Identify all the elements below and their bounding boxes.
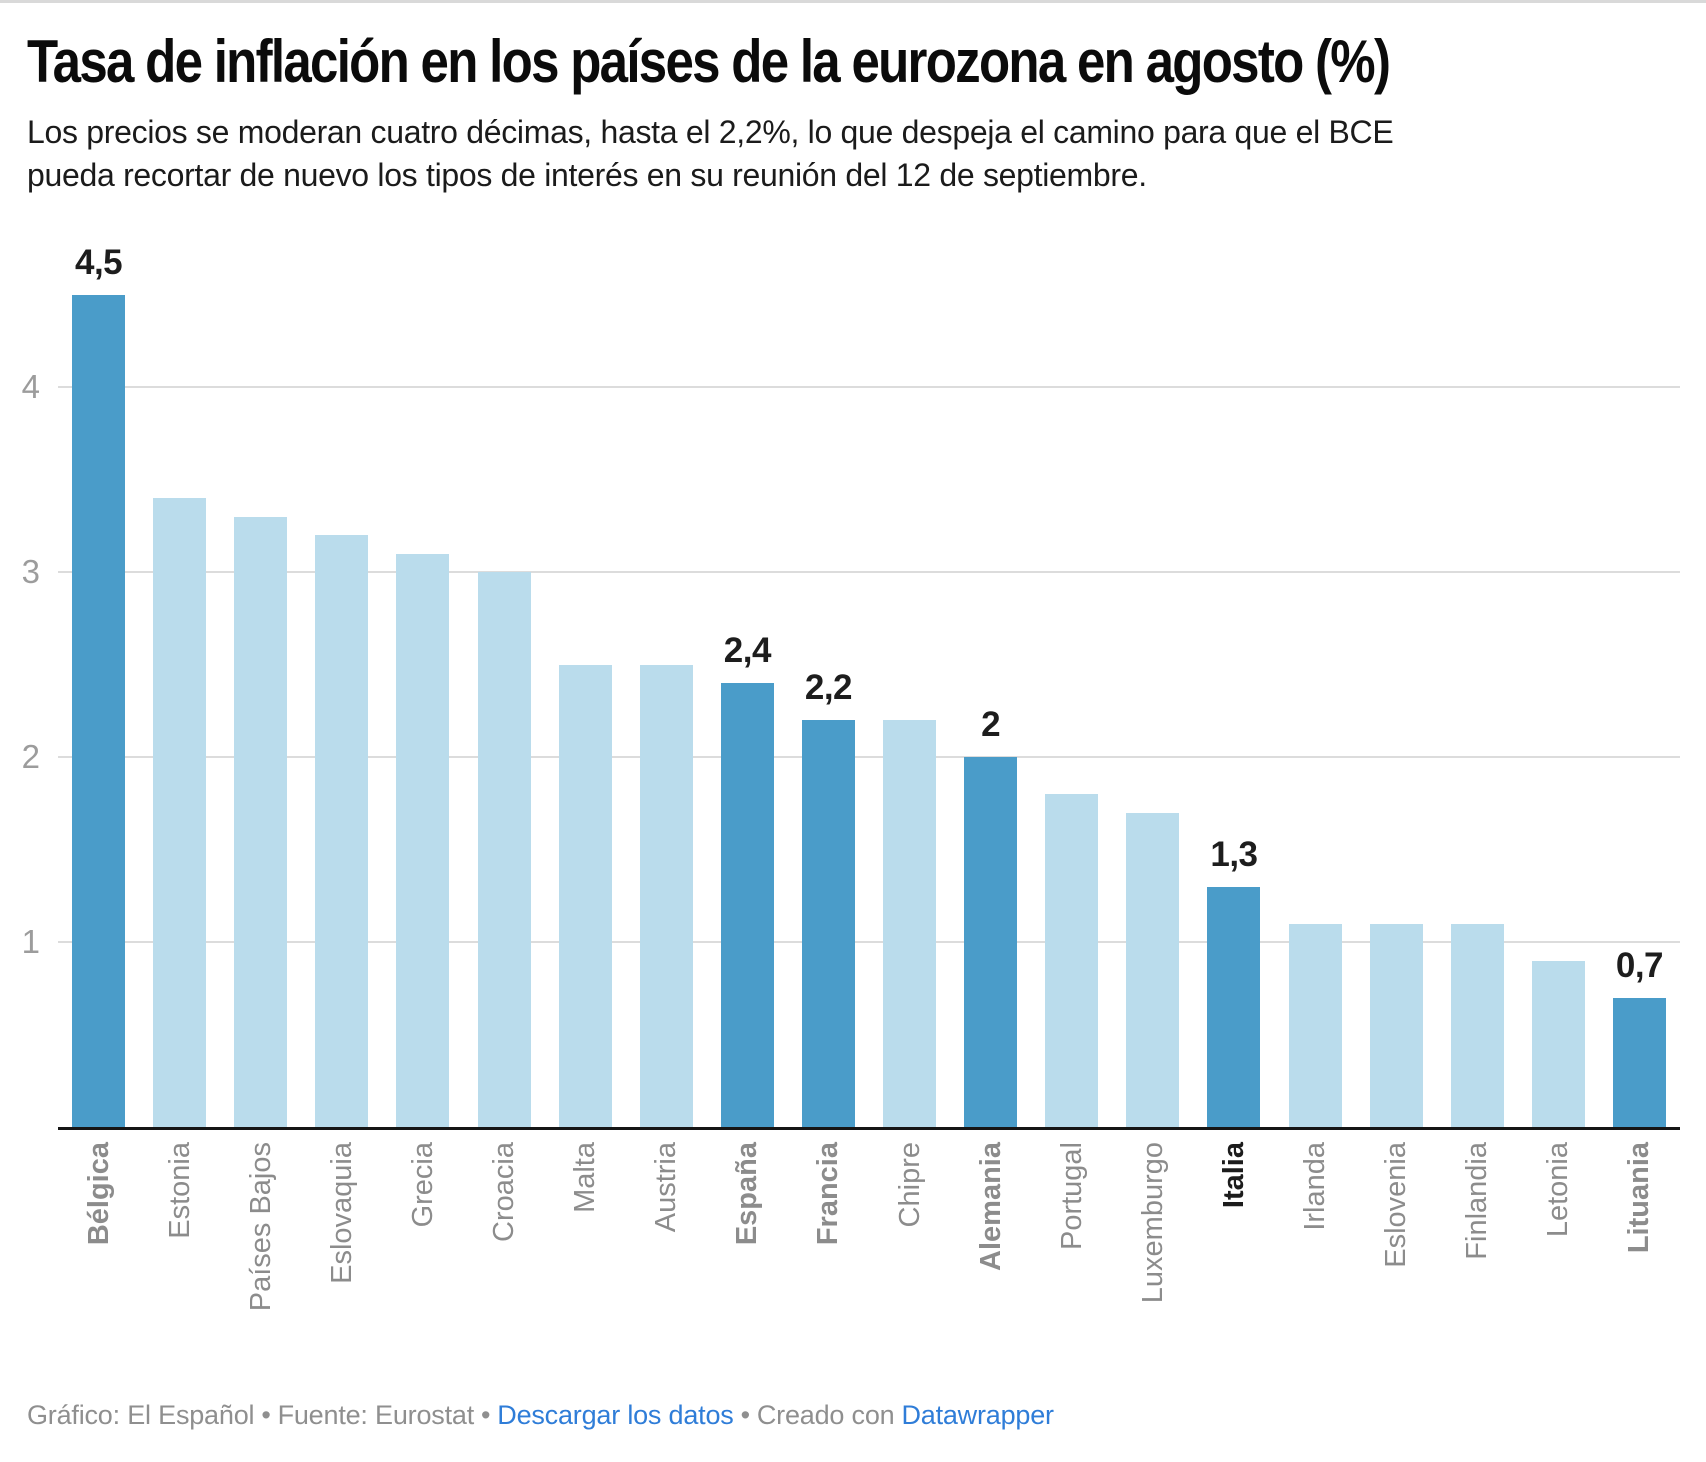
bar-value-label: 2,2	[804, 668, 853, 707]
bar-españa	[720, 683, 774, 1127]
y-axis-tick-label: 1	[21, 923, 40, 960]
x-axis-label-países-bajos: Países Bajos	[244, 1142, 277, 1312]
footer-separator: •	[740, 1400, 750, 1430]
x-axis-label-lituania: Lituania	[1623, 1142, 1656, 1254]
bar-value-label: 4,5	[74, 242, 123, 282]
x-axis-label-italia: Italia	[1217, 1142, 1250, 1209]
x-axis-label-finlandia: Finlandia	[1461, 1142, 1494, 1260]
y-axis-tick-label: 4	[21, 368, 40, 405]
chart-subtitle: Los precios se moderan cuatro décimas, h…	[27, 114, 1394, 193]
bar-irlanda	[1288, 923, 1342, 1127]
footer-separator: •	[261, 1400, 271, 1430]
x-axis-label-francia: Francia	[812, 1142, 845, 1246]
bar-finlandia	[1450, 923, 1504, 1127]
x-axis-label-portugal: Portugal	[1055, 1142, 1088, 1251]
y-axis-tick-label: 3	[21, 553, 40, 590]
bar-países-bajos	[234, 516, 288, 1127]
x-axis-label-letonia: Letonia	[1542, 1142, 1575, 1238]
x-axis-label-españa: España	[731, 1142, 764, 1246]
x-axis-label-luxemburgo: Luxemburgo	[1136, 1142, 1169, 1304]
footer-created-with: Creado con	[756, 1400, 895, 1430]
bar-chart-area: 4,5 2,4 2,2 2 1,3 0,7 1 2 3 4 Bélgica Estonia Paíse…	[0, 197, 1706, 1382]
bar-luxemburgo	[1126, 812, 1180, 1127]
chart-title: Tasa de inflación en los países de la eu…	[27, 28, 1391, 95]
footer-credit: Gráfico: El Español	[27, 1400, 255, 1430]
gridline-y-1	[58, 941, 1680, 943]
x-axis-label-malta: Malta	[569, 1142, 602, 1213]
bar-portugal	[1045, 794, 1099, 1127]
top-divider	[0, 0, 1706, 3]
bar-value-label: 2	[981, 705, 1001, 744]
bar-francia	[801, 720, 855, 1127]
bar-croacia	[477, 572, 531, 1127]
bar-austria	[639, 664, 693, 1127]
x-axis-label-irlanda: Irlanda	[1299, 1142, 1332, 1231]
x-axis-label-eslovenia: Eslovenia	[1380, 1142, 1413, 1268]
x-axis-label-croacia: Croacia	[488, 1142, 521, 1242]
bar-lituania	[1612, 997, 1666, 1127]
bar-eslovenia	[1369, 923, 1423, 1127]
x-axis-label-grecia: Grecia	[406, 1142, 439, 1228]
bar-eslovaquia	[315, 535, 369, 1127]
gridline-y-2	[58, 756, 1680, 758]
bar-estonia	[153, 498, 207, 1127]
bar-alemania	[964, 757, 1018, 1127]
datawrapper-link[interactable]: Datawrapper	[901, 1400, 1054, 1430]
x-axis-label-austria: Austria	[650, 1142, 683, 1233]
gridline-y-3	[58, 571, 1680, 573]
x-axis-label-chipre: Chipre	[893, 1142, 926, 1228]
plot-area: 4,5 2,4 2,2 2 1,3 0,7	[58, 227, 1680, 1130]
y-axis-tick-label: 2	[21, 738, 40, 775]
footer-source: Fuente: Eurostat	[277, 1400, 475, 1430]
footer-separator: •	[481, 1400, 491, 1430]
download-data-link[interactable]: Descargar los datos	[497, 1400, 734, 1430]
x-axis-label-eslovaquia: Eslovaquia	[325, 1142, 358, 1284]
bar-value-label: 2,4	[723, 631, 772, 670]
bar-value-label: 1,3	[1210, 834, 1258, 874]
bar-letonia	[1531, 960, 1585, 1127]
x-axis-label-alemania: Alemania	[974, 1142, 1007, 1271]
footer-byline: Gráfico: El Español • Fuente: Eurostat • Des…	[27, 1400, 1679, 1431]
bar-chipre	[883, 720, 937, 1127]
bar-bélgica	[72, 294, 126, 1127]
bar-malta	[558, 664, 612, 1127]
bar-grecia	[396, 553, 450, 1127]
bar-italia	[1207, 886, 1261, 1127]
x-axis-label-estonia: Estonia	[163, 1142, 196, 1239]
x-axis-label-bélgica: Bélgica	[82, 1142, 115, 1246]
bar-value-label: 0,7	[1615, 945, 1664, 985]
gridline-y-4	[58, 386, 1680, 388]
